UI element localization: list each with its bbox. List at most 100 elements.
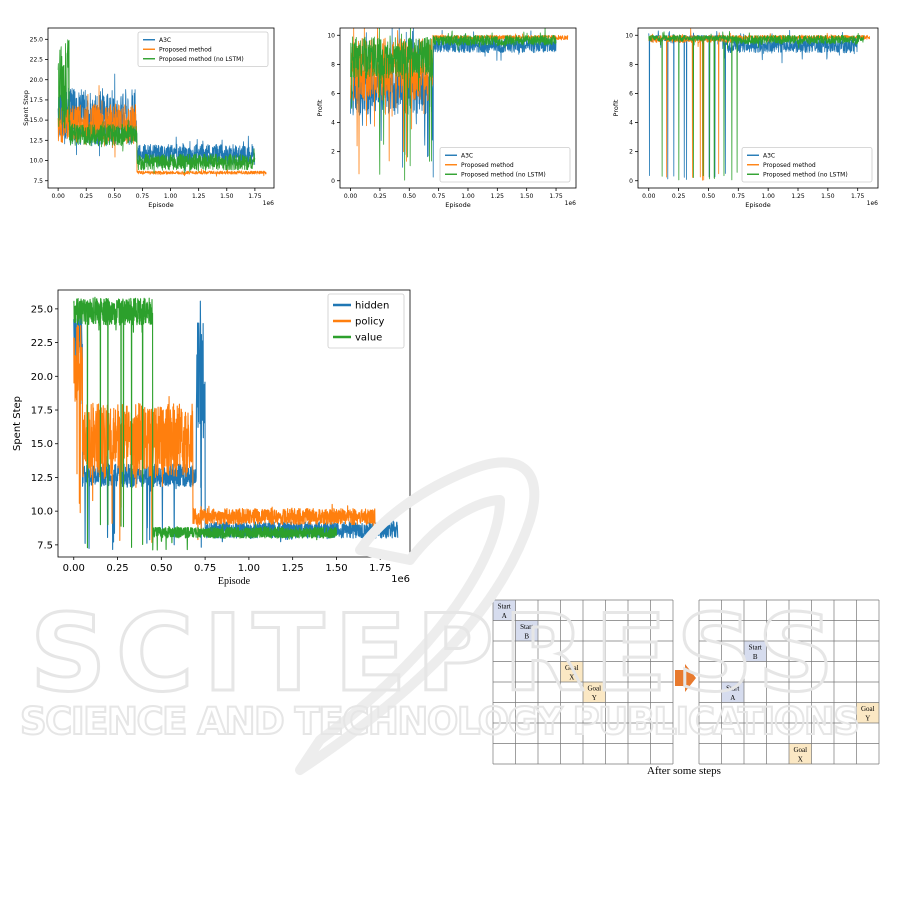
grid-cell-label: Start — [726, 685, 739, 693]
y-tick-label: 10 — [625, 32, 633, 39]
legend-entry: A3C — [763, 152, 775, 159]
grid-cell-label: A — [730, 694, 735, 702]
x-tick-label: 1.25 — [791, 193, 805, 200]
grid-cell-label: Goal — [587, 685, 601, 693]
y-tick-label: 15.0 — [30, 117, 44, 124]
plot-area — [648, 28, 871, 181]
x-tick-label: 1.50 — [821, 193, 835, 200]
x-axis-label: Episode — [218, 576, 251, 587]
grid-cell-goal — [856, 702, 879, 723]
x-tick-label: 0.25 — [672, 193, 686, 200]
y-tick-label: 22.5 — [31, 338, 53, 349]
grid-cell-label: A — [502, 612, 507, 620]
grid-caption: After some steps — [647, 765, 721, 777]
x-tick-label: 0.50 — [702, 193, 716, 200]
x-scale-label: 1e6 — [391, 574, 410, 585]
series-line-1 — [73, 324, 376, 543]
x-tick-label: 0.75 — [194, 563, 216, 574]
grid-cell-label: X — [798, 756, 803, 764]
y-tick-label: 7.5 — [33, 178, 43, 185]
legend: A3C Proposed method Proposed method (no LS… — [741, 147, 873, 183]
legend-entry: hidden — [355, 301, 389, 312]
x-tick-label: 0.25 — [106, 563, 128, 574]
y-axis-label: Spent Step — [12, 396, 23, 451]
y-tick-label: 12.5 — [31, 473, 53, 484]
legend-entry: A3C — [159, 37, 171, 44]
legend-box — [137, 31, 269, 67]
x-tick-label: 1.50 — [325, 563, 347, 574]
x-tick-label: 1.00 — [761, 193, 775, 200]
series-line-1 — [350, 28, 569, 175]
x-tick-label: 0.00 — [344, 193, 358, 200]
x-tick-label: 0.75 — [432, 193, 446, 200]
x-tick-label: 0.50 — [150, 563, 172, 574]
x-tick-label: 0.25 — [373, 193, 387, 200]
plot-area — [57, 39, 267, 177]
x-tick-label: 1.25 — [491, 193, 505, 200]
series-line-2 — [648, 31, 865, 181]
arrow-icon — [675, 664, 696, 692]
grid-cell-label: Start — [520, 623, 533, 631]
legend-entry: Proposed method (no LSTM) — [763, 171, 848, 178]
y-tick-label: 25.0 — [31, 304, 53, 315]
chart-profit-comparison-1: 0.00 0.25 0.50 0.75 1.00 1.25 1.50 1.75 0 2 4 6 8 10 E… — [316, 27, 577, 209]
x-tick-label: 0.75 — [136, 193, 150, 200]
y-tick-label: 4 — [629, 120, 633, 127]
grid-cell-goal — [583, 682, 606, 703]
axes-frame — [57, 289, 411, 558]
legend-entry: value — [355, 333, 382, 344]
y-tick-label: 20.0 — [31, 372, 53, 383]
y-tick-label: 25.0 — [30, 36, 44, 43]
axes-frame — [47, 27, 275, 189]
y-tick-label: 17.5 — [30, 97, 44, 104]
y-tick-label: 10.0 — [31, 507, 53, 518]
y-tick-label: 7.5 — [37, 540, 53, 551]
x-tick-label: 1.25 — [282, 563, 304, 574]
x-axis-label: Episode — [148, 201, 174, 209]
y-tick-label: 8 — [331, 61, 335, 68]
y-tick-label: 10.0 — [30, 158, 44, 165]
y-axis-label: Spent Step — [22, 90, 30, 126]
series-line-2 — [73, 296, 337, 551]
x-tick-label: 1.75 — [369, 563, 391, 574]
x-tick-label: 1.75 — [549, 193, 563, 200]
legend-entry: A3C — [461, 152, 473, 159]
x-tick-label: 1.00 — [238, 563, 260, 574]
grid-cell-label: Start — [749, 644, 762, 652]
x-tick-label: 0.75 — [732, 193, 746, 200]
legend-box — [741, 147, 873, 183]
series-line-2 — [57, 39, 256, 174]
series-line-0 — [57, 73, 256, 172]
y-axis-label: Profit — [316, 99, 324, 116]
chart-profit-comparison-2: 0.00 0.25 0.50 0.75 1.00 1.25 1.50 1.75 0 2 4 6 8 10 E… — [612, 27, 879, 209]
x-scale-label: 1e6 — [263, 200, 275, 207]
x-tick-label: 0.25 — [80, 193, 94, 200]
legend-entry: Proposed method — [461, 162, 514, 169]
x-tick-label: 0.00 — [63, 563, 85, 574]
x-tick-label: 1.00 — [461, 193, 475, 200]
y-tick-label: 15.0 — [31, 439, 53, 450]
plot-area — [350, 28, 569, 181]
x-tick-label: 1.00 — [164, 193, 178, 200]
grid-cell-label: Goal — [793, 746, 807, 754]
x-axis-label: Episode — [745, 201, 771, 209]
x-scale-label: 1e6 — [565, 200, 577, 207]
legend-entry: Proposed method (no LSTM) — [461, 171, 546, 178]
x-tick-label: 1.75 — [248, 193, 262, 200]
legend-entry: Proposed method (no LSTM) — [159, 56, 244, 63]
legend-entry: policy — [355, 317, 385, 328]
chart-spent-step-comparison: 0.00 0.25 0.50 0.75 1.00 1.25 1.50 1.75 7.5 10.0 1… — [22, 27, 275, 209]
legend: A3C Proposed method Proposed method (no LS… — [439, 147, 571, 183]
y-tick-label: 6 — [629, 91, 633, 98]
y-tick-label: 6 — [331, 91, 335, 98]
y-tick-label: 2 — [331, 149, 335, 156]
grid-cell-start — [721, 682, 744, 703]
y-tick-label: 8 — [629, 61, 633, 68]
x-tick-label: 1.75 — [851, 193, 865, 200]
x-tick-label: 0.00 — [51, 193, 65, 200]
y-tick-label: 10 — [327, 32, 335, 39]
x-tick-label: 0.00 — [642, 193, 656, 200]
grid-cell-goal — [560, 661, 583, 682]
x-tick-label: 1.50 — [220, 193, 234, 200]
